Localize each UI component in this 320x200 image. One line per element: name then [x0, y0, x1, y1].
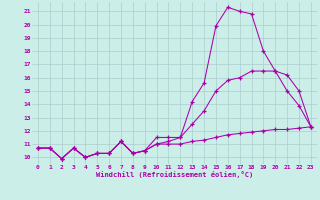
X-axis label: Windchill (Refroidissement éolien,°C): Windchill (Refroidissement éolien,°C): [96, 171, 253, 178]
